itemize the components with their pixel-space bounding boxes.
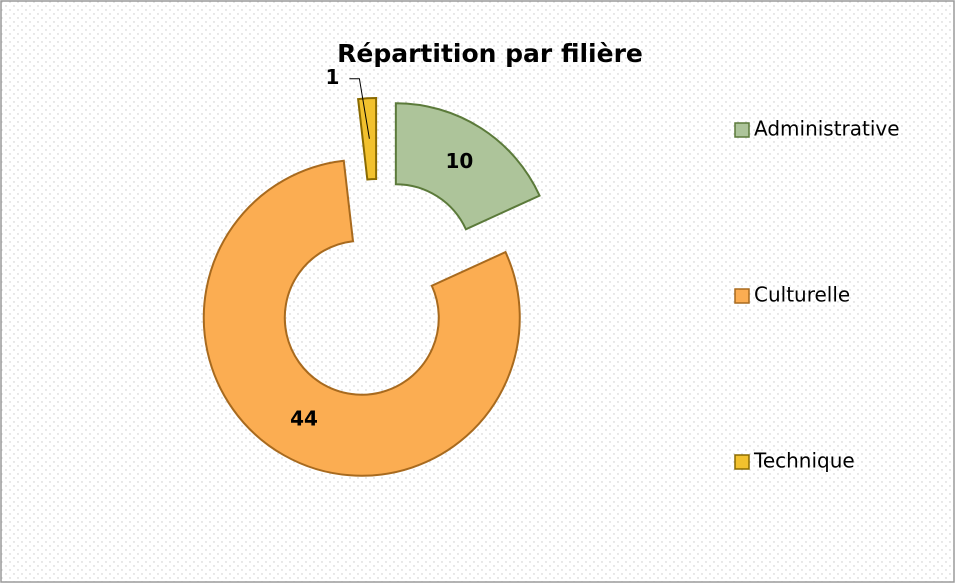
chart-title: Répartition par filière xyxy=(337,39,643,68)
data-label: 44 xyxy=(290,407,318,431)
legend-swatch xyxy=(734,454,750,470)
legend-swatch xyxy=(734,288,750,304)
legend-label: Administrative xyxy=(754,117,900,141)
legend-label: Culturelle xyxy=(754,283,850,307)
legend-label: Technique xyxy=(753,449,855,473)
data-label: 10 xyxy=(445,149,473,173)
data-label: 1 xyxy=(325,65,339,89)
doughnut-slice xyxy=(356,97,378,181)
doughnut-slice xyxy=(394,102,541,231)
doughnut-slice xyxy=(202,159,521,477)
leader-line xyxy=(349,78,370,139)
legend-swatch xyxy=(734,122,750,138)
